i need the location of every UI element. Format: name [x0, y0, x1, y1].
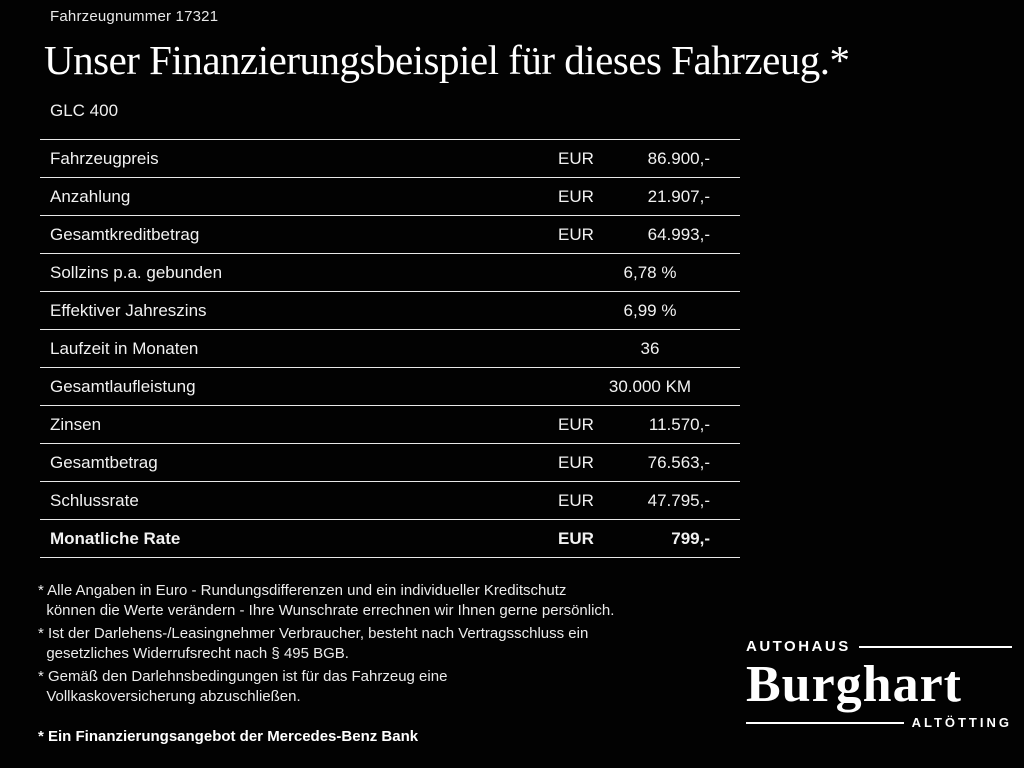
logo-bottom-row: ALTÖTTING	[746, 715, 1012, 730]
footnote: * Ist der Darlehens-/Leasingnehmer Verbr…	[38, 625, 589, 662]
table-row: Fahrzeugpreis EUR 86.900,-	[40, 139, 740, 177]
row-currency: EUR	[558, 452, 594, 472]
row-currency: EUR	[558, 148, 594, 168]
table-row: Anzahlung EUR 21.907,-	[40, 177, 740, 215]
page-title: Unser Finanzierungsbeispiel für dieses F…	[44, 37, 850, 83]
row-currency: EUR	[558, 490, 594, 510]
row-value: 21.907,-	[647, 186, 710, 206]
row-label: Gesamtbetrag	[50, 452, 158, 472]
row-label: Anzahlung	[50, 186, 131, 206]
footnotes-block: * Alle Angaben in Euro - Rundungsdiffere…	[38, 581, 758, 710]
row-value: 11.570,-	[648, 414, 710, 434]
dealer-logo: AUTOHAUS Burghart ALTÖTTING	[746, 638, 1012, 730]
row-label: Zinsen	[50, 414, 102, 434]
row-value: 86.900,-	[647, 148, 710, 168]
row-value: 36	[640, 338, 660, 358]
logo-dealer-name: Burghart	[746, 656, 962, 713]
row-value: 64.993,-	[647, 224, 710, 244]
vehicle-number: Fahrzeugnummer 17321	[50, 8, 219, 25]
logo-rule	[746, 721, 904, 724]
table-row: Gesamtkreditbetrag EUR 64.993,-	[40, 215, 740, 253]
footnote: * Gemäß den Darlehnsbedingungen ist für …	[38, 668, 448, 705]
logo-autohaus-label: AUTOHAUS	[746, 638, 851, 655]
row-currency: EUR	[558, 224, 594, 244]
logo-location-label: ALTÖTTING	[911, 715, 1012, 730]
table-row: Gesamtlaufleistung 30.000 KM	[40, 367, 740, 405]
logo-top-row: AUTOHAUS	[746, 638, 1012, 655]
logo-rule	[858, 645, 1012, 648]
row-label: Monatliche Rate	[50, 528, 181, 548]
row-currency: EUR	[558, 186, 594, 206]
row-value: 47.795,-	[647, 490, 710, 510]
table-row: Gesamtbetrag EUR 76.563,-	[40, 443, 740, 481]
table-row: Schlussrate EUR 47.795,-	[40, 481, 740, 519]
row-currency: EUR	[558, 414, 594, 434]
row-currency: EUR	[558, 528, 594, 548]
vehicle-model: GLC 400	[50, 101, 119, 120]
row-label: Gesamtlaufleistung	[50, 376, 196, 396]
row-value: 76.563,-	[647, 452, 710, 472]
row-label: Sollzins p.a. gebunden	[50, 262, 223, 282]
bank-note: * Ein Finanzierungsangebot der Mercedes-…	[38, 728, 419, 745]
row-value: 6,78 %	[623, 262, 677, 282]
row-label: Gesamtkreditbetrag	[50, 224, 200, 244]
table-row-monthly-rate: Monatliche Rate EUR 799,-	[40, 519, 740, 558]
row-value: 799,-	[671, 528, 710, 548]
table-row: Sollzins p.a. gebunden 6,78 %	[40, 253, 740, 291]
footnote: * Alle Angaben in Euro - Rundungsdiffere…	[38, 582, 615, 619]
table-row: Zinsen EUR 11.570,-	[40, 405, 740, 443]
row-label: Laufzeit in Monaten	[50, 338, 199, 358]
row-label: Effektiver Jahreszins	[50, 300, 207, 320]
financing-table: Fahrzeugpreis EUR 86.900,- Anzahlung EUR…	[40, 139, 740, 558]
row-label: Fahrzeugpreis	[50, 148, 159, 168]
row-value: 30.000 KM	[608, 376, 692, 396]
row-label: Schlussrate	[50, 490, 139, 510]
table-row: Laufzeit in Monaten 36	[40, 329, 740, 367]
row-value: 6,99 %	[623, 300, 677, 320]
table-row: Effektiver Jahreszins 6,99 %	[40, 291, 740, 329]
